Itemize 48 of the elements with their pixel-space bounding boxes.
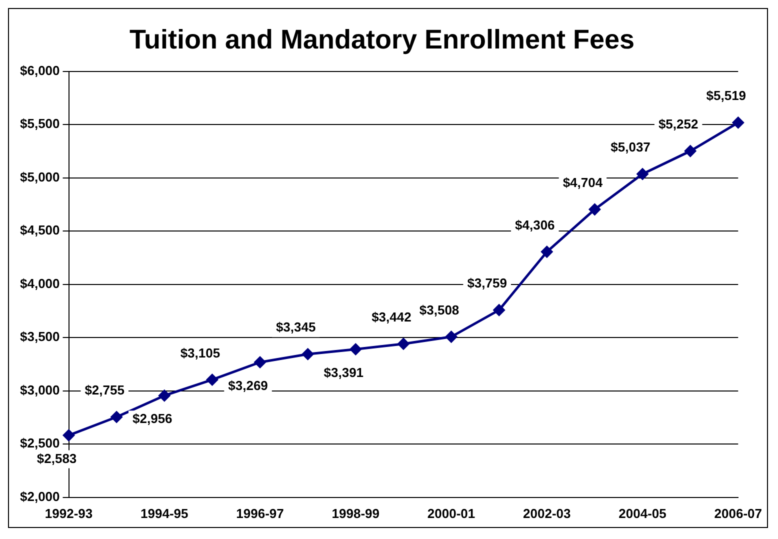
point xyxy=(636,168,648,180)
y-tick-label: $2,500 xyxy=(20,436,60,451)
text: $3,508 xyxy=(419,302,460,318)
text: $5,037 xyxy=(610,140,650,155)
y-tick-label: $3,500 xyxy=(20,329,60,344)
x-tick-label: 1992-93 xyxy=(44,506,93,521)
x-tick-label: 2006-07 xyxy=(714,506,762,521)
y-tick-label: $4,000 xyxy=(20,276,60,291)
x-tick-label: 2002-03 xyxy=(523,506,571,521)
point xyxy=(302,348,314,360)
y-tick-label: $2,000 xyxy=(20,488,60,504)
y-tick-label: $5,500 xyxy=(20,116,60,132)
point xyxy=(588,204,600,216)
text: $5,252 xyxy=(658,116,698,132)
text: $3,391 xyxy=(324,364,364,380)
point xyxy=(732,116,744,128)
chart-title: Tuition and Mandatory Enrollment Fees xyxy=(129,24,635,55)
x-tick-label: 2000-01 xyxy=(427,506,476,521)
x-tick-label: 1996-97 xyxy=(236,506,284,521)
text: $4,704 xyxy=(562,175,603,190)
point xyxy=(350,344,362,356)
text: $2,583 xyxy=(36,450,77,466)
y-tick-label: $4,500 xyxy=(20,222,60,238)
point xyxy=(684,145,696,157)
x-tick-label: 1998-99 xyxy=(332,506,380,521)
y-tick-label: $6,000 xyxy=(20,62,60,78)
y-tick-label: $3,000 xyxy=(20,382,60,398)
text: $3,759 xyxy=(467,276,507,291)
text: $2,755 xyxy=(84,382,124,398)
text: $3,269 xyxy=(228,378,268,393)
text: $5,519 xyxy=(706,88,746,104)
x-tick-label: 2004-05 xyxy=(618,506,666,521)
text: $3,105 xyxy=(180,345,220,360)
point xyxy=(158,390,170,402)
text: $3,442 xyxy=(372,309,412,324)
point xyxy=(398,338,410,350)
point xyxy=(493,304,505,316)
point xyxy=(541,246,553,258)
text: $4,306 xyxy=(515,217,555,232)
text: $3,345 xyxy=(276,320,316,335)
point xyxy=(254,356,266,368)
point xyxy=(110,411,122,423)
point xyxy=(206,374,218,386)
text: $2,956 xyxy=(132,411,172,426)
y-tick-label: $5,000 xyxy=(20,169,60,184)
point xyxy=(446,331,458,343)
point xyxy=(63,430,75,442)
x-tick-label: 1994-95 xyxy=(140,506,188,521)
